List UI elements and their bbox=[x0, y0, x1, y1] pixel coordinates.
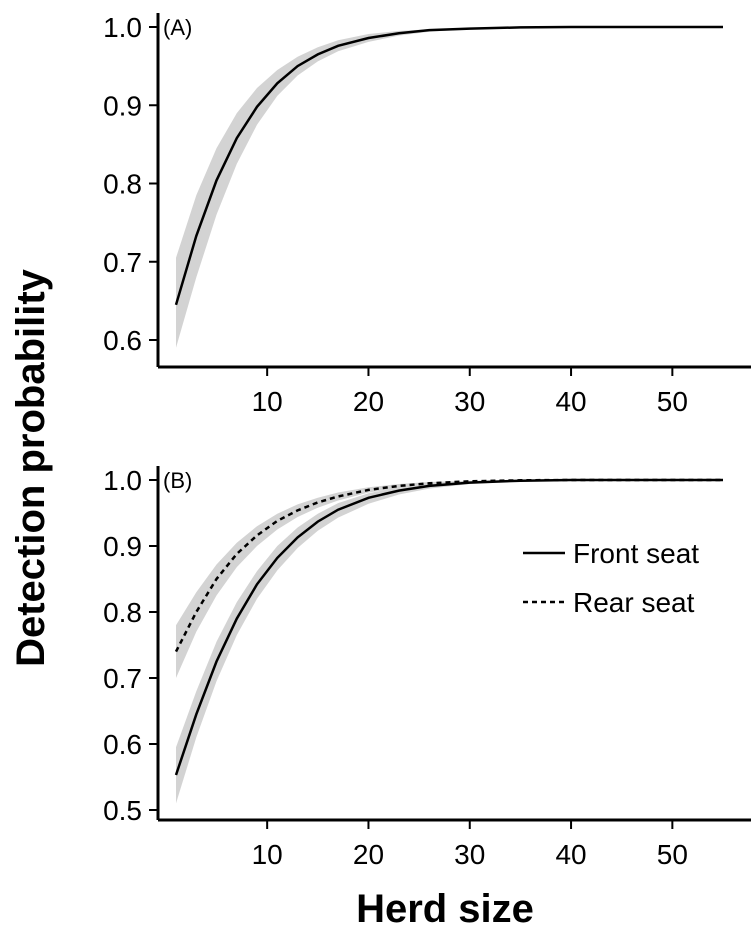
x-tick-label-a-4: 50 bbox=[657, 386, 688, 417]
x-tick-label-b-0: 10 bbox=[252, 839, 283, 870]
panel-label-a: (A) bbox=[163, 15, 192, 40]
x-tick-label-a-1: 20 bbox=[353, 386, 384, 417]
y-axis-title: Detection probability bbox=[9, 268, 53, 667]
y-tick-label-b-0: 0.5 bbox=[103, 795, 142, 826]
x-tick-label-a-3: 40 bbox=[555, 386, 586, 417]
x-tick-label-b-3: 40 bbox=[555, 839, 586, 870]
x-tick-label-b-1: 20 bbox=[353, 839, 384, 870]
y-tick-label-b-3: 0.8 bbox=[103, 597, 142, 628]
y-tick-label-a-3: 0.9 bbox=[103, 90, 142, 121]
panel-b: 0.5 0.6 0.7 0.8 0.9 1.0 10 20 30 40 50 (B) Front sea… bbox=[103, 465, 751, 870]
panel-a: 0.6 0.7 0.8 0.9 1.0 10 20 30 40 50 (A) bbox=[103, 12, 751, 417]
series-line-b-1 bbox=[174, 478, 723, 653]
x-tick-label-a-0: 10 bbox=[252, 386, 283, 417]
y-tick-label-b-5: 1.0 bbox=[103, 465, 142, 496]
ci-band-a-0 bbox=[176, 27, 723, 348]
legend-label-b-1: Rear seat bbox=[573, 587, 695, 618]
y-tick-label-a-1: 0.7 bbox=[103, 247, 142, 278]
y-tick-label-a-4: 1.0 bbox=[103, 12, 142, 43]
series-line-a-0 bbox=[174, 25, 723, 306]
y-tick-label-b-1: 0.6 bbox=[103, 729, 142, 760]
x-tick-label-a-2: 30 bbox=[454, 386, 485, 417]
legend-label-b-0: Front seat bbox=[573, 538, 699, 569]
series-line-b-0 bbox=[174, 478, 723, 776]
y-tick-label-a-2: 0.8 bbox=[103, 169, 142, 200]
y-tick-label-a-0: 0.6 bbox=[103, 325, 142, 356]
x-axis-title: Herd size bbox=[356, 887, 534, 931]
y-tick-label-b-2: 0.7 bbox=[103, 663, 142, 694]
x-tick-label-b-4: 50 bbox=[657, 839, 688, 870]
x-tick-label-b-2: 30 bbox=[454, 839, 485, 870]
panel-label-b: (B) bbox=[163, 468, 192, 493]
y-tick-label-b-4: 0.9 bbox=[103, 531, 142, 562]
